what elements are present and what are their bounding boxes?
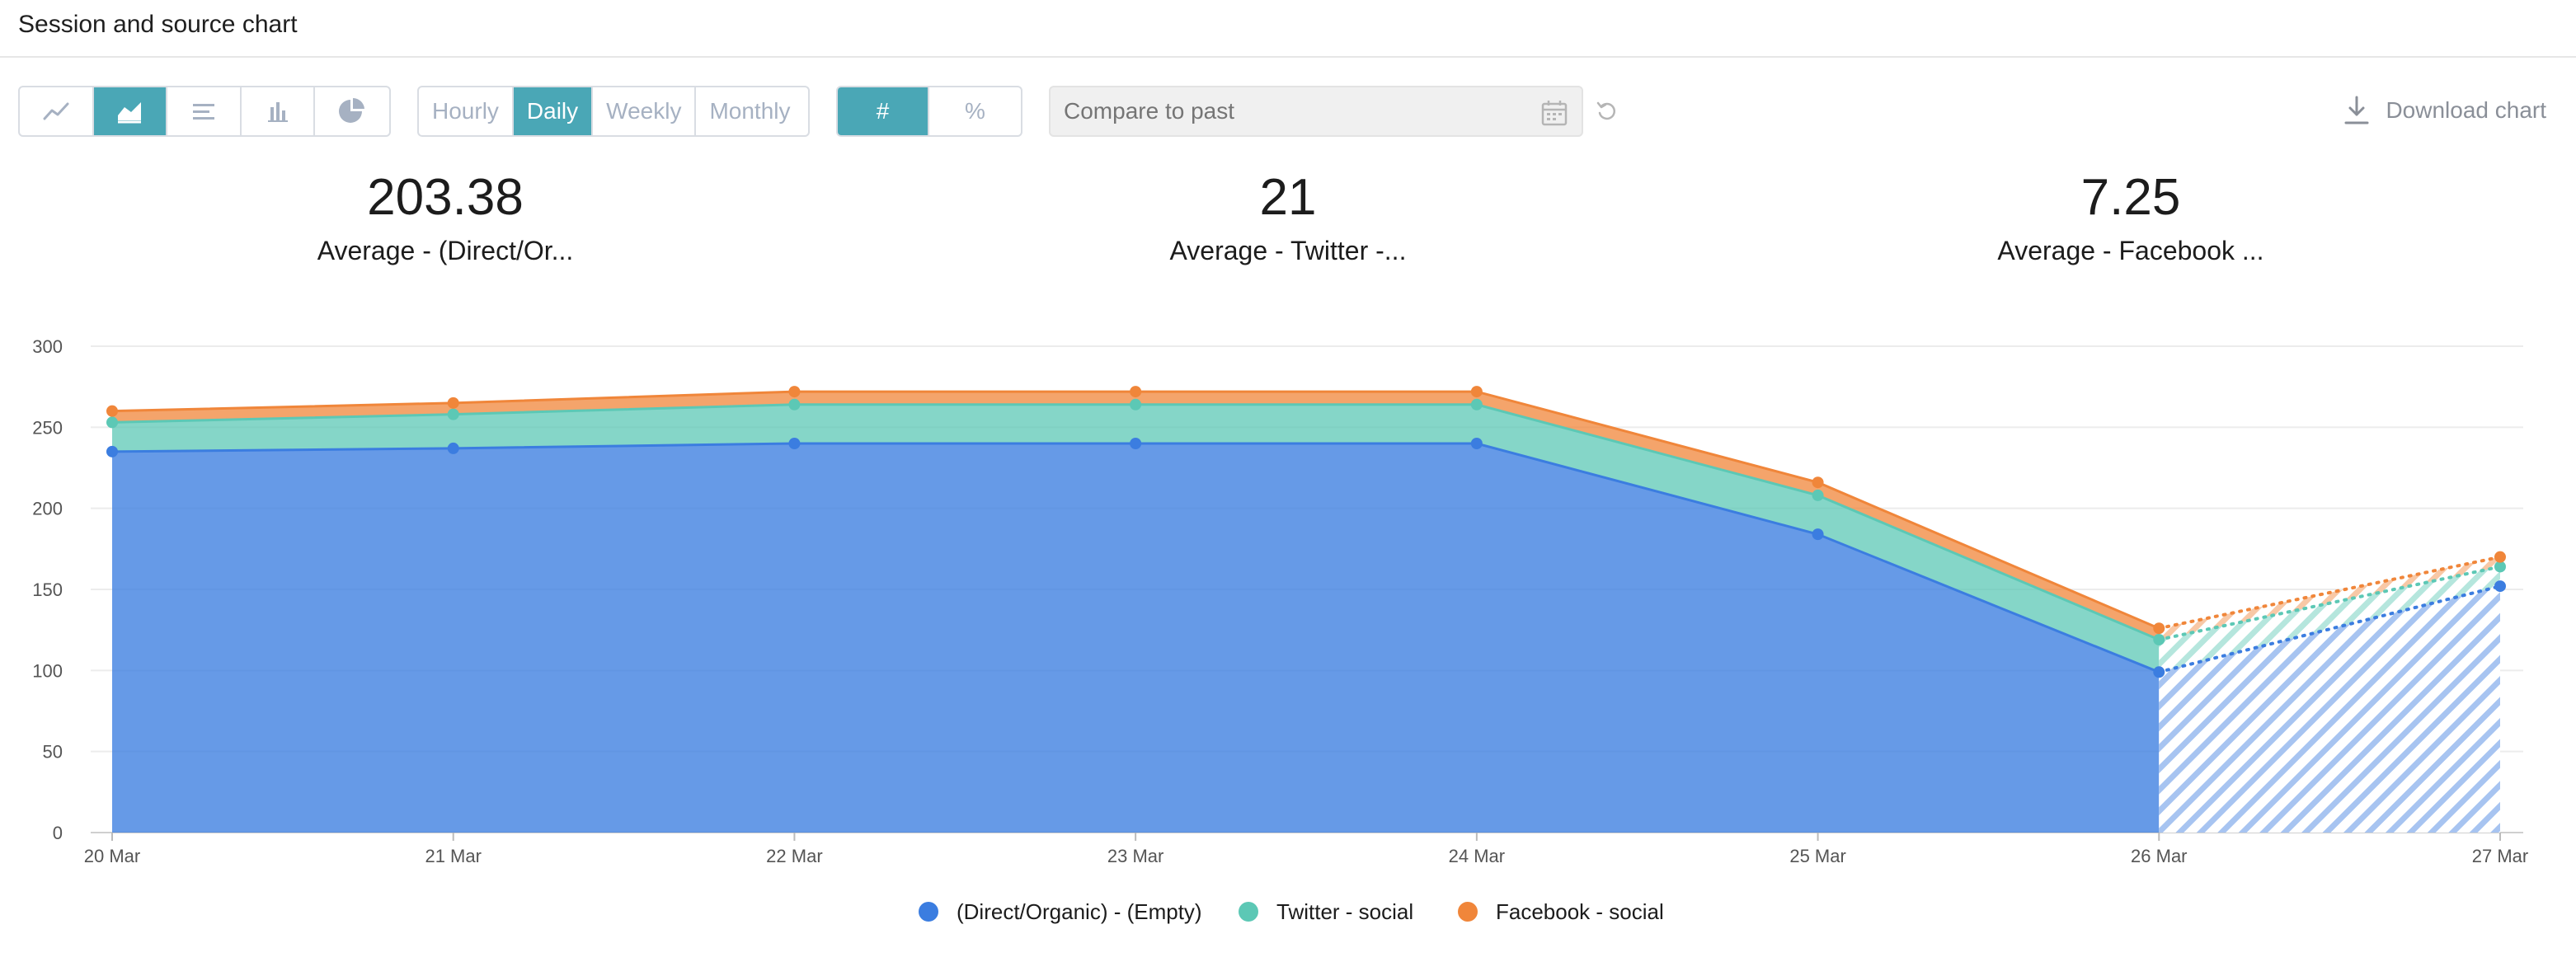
reset-icon[interactable]	[1595, 99, 1619, 124]
stat-facebook: 7.25 Average - Facebook ...	[1883, 165, 2378, 269]
y-tick-label: 0	[53, 823, 63, 843]
chart-toolbar: Hourly Daily Weekly Monthly # %	[0, 86, 2576, 137]
y-tick-label: 50	[43, 742, 63, 762]
data-point-direct	[106, 445, 118, 458]
data-point-direct	[788, 438, 801, 449]
y-tick-label: 100	[32, 660, 63, 681]
data-point-facebook	[788, 386, 801, 398]
stat-label: Average - Facebook ...	[1997, 236, 2264, 265]
legend-item-facebook[interactable]: Facebook - social	[1458, 895, 1664, 928]
data-point-twitter	[788, 398, 801, 411]
legend-swatch	[919, 902, 938, 922]
x-tick-label: 25 Mar	[1789, 846, 1845, 866]
stat-twitter: 21 Average - Twitter -...	[1041, 165, 1535, 269]
x-tick-label: 21 Mar	[425, 846, 481, 866]
series-line-partial-facebook	[2157, 555, 2502, 631]
data-point-direct	[1130, 438, 1142, 449]
data-point-direct	[1812, 528, 1824, 541]
legend-swatch	[1458, 902, 1478, 922]
chart-header: Session and source chart	[0, 0, 2576, 58]
chart-type-selector	[18, 86, 391, 137]
x-tick-label: 22 Mar	[766, 846, 822, 866]
data-point-facebook	[2153, 622, 2165, 635]
area-chart-icon	[118, 102, 142, 124]
legend-label: Facebook - social	[1496, 899, 1664, 924]
calendar-icon[interactable]	[1540, 99, 1568, 127]
y-tick-label: 150	[32, 580, 63, 600]
y-tick-label: 250	[32, 417, 63, 438]
legend-item-direct[interactable]: (Direct/Organic) - (Empty)	[919, 895, 1202, 928]
stat-value: 7.25	[2080, 169, 2181, 226]
chart-type-horizontal-bar-button[interactable]	[167, 87, 242, 135]
download-icon	[2344, 96, 2369, 124]
chart-type-pie-button[interactable]	[315, 87, 389, 135]
unit-selector: # %	[836, 86, 1022, 137]
data-point-facebook	[447, 396, 459, 409]
data-point-direct	[1470, 438, 1483, 449]
data-point-twitter	[106, 416, 118, 429]
x-tick-label: 27 Mar	[2472, 846, 2528, 866]
stat-label: Average - Twitter -...	[1169, 236, 1407, 265]
chart-type-area-button[interactable]	[93, 87, 168, 135]
data-point-facebook	[1812, 476, 1824, 489]
x-tick-label: 26 Mar	[2131, 846, 2187, 866]
series-line-partial-direct	[2157, 584, 2502, 674]
stat-value: 203.38	[367, 169, 524, 226]
area-chart: 0 50 100 150 200 250 300 20 Mar 21 Mar 22 Mar 23 M…	[32, 336, 2528, 866]
x-tick-label: 20 Mar	[84, 846, 140, 866]
area-partial-direct	[2159, 586, 2500, 833]
data-point-direct	[2494, 580, 2506, 593]
compare-to-past-field[interactable]	[1049, 86, 1583, 137]
unit-percent-button[interactable]: %	[965, 98, 985, 124]
legend-label: Twitter - social	[1276, 899, 1414, 924]
stat-value: 21	[1259, 169, 1317, 226]
period-monthly-button[interactable]: Monthly	[709, 98, 791, 124]
area-partial-facebook	[2159, 556, 2500, 640]
horizontal-bar-icon	[193, 104, 215, 120]
chart-legend: (Direct/Organic) - (Empty) Twitter - soc…	[0, 895, 2576, 928]
legend-swatch	[1239, 902, 1258, 922]
download-chart-label: Download chart	[2386, 97, 2546, 123]
y-tick-label: 200	[32, 499, 63, 519]
period-daily-button[interactable]: Daily	[513, 87, 594, 135]
area-partial-twitter	[2159, 566, 2500, 673]
unit-count-button[interactable]: #	[838, 87, 929, 135]
x-tick-label: 24 Mar	[1449, 846, 1505, 866]
period-selector: Hourly Daily Weekly Monthly	[417, 86, 810, 137]
page-title: Session and source chart	[18, 11, 298, 38]
data-point-twitter	[2153, 633, 2165, 645]
data-point-facebook	[1130, 386, 1142, 398]
legend-label: (Direct/Organic) - (Empty)	[957, 899, 1202, 924]
data-point-facebook	[1470, 386, 1483, 398]
stat-label: Average - (Direct/Or...	[317, 236, 574, 265]
bar-chart-icon	[267, 102, 288, 122]
stat-direct: 203.38 Average - (Direct/Or...	[198, 165, 693, 269]
download-chart-button[interactable]: Download chart	[2343, 91, 2546, 130]
chart-type-line-button[interactable]	[20, 87, 94, 135]
compare-input[interactable]	[1064, 87, 1525, 135]
pie-chart-icon	[339, 97, 365, 123]
series-line-partial-twitter	[2157, 565, 2502, 641]
legend-item-twitter[interactable]: Twitter - social	[1239, 895, 1413, 928]
data-point-direct	[2153, 666, 2165, 678]
data-point-facebook	[106, 405, 118, 417]
data-point-twitter	[2494, 561, 2506, 573]
data-point-facebook	[2494, 551, 2506, 563]
x-tick-label: 23 Mar	[1107, 846, 1163, 866]
data-point-twitter	[447, 408, 459, 420]
line-chart-icon	[43, 102, 69, 120]
data-point-twitter	[1130, 398, 1142, 411]
data-point-twitter	[1812, 489, 1824, 501]
y-tick-label: 300	[32, 336, 63, 357]
period-weekly-button[interactable]: Weekly	[593, 87, 697, 135]
data-point-direct	[447, 442, 459, 454]
period-hourly-button[interactable]: Hourly	[419, 87, 514, 135]
chart-type-bar-button[interactable]	[242, 87, 316, 135]
area-twitter	[112, 404, 2160, 673]
data-point-twitter	[1470, 398, 1483, 411]
area-direct	[112, 443, 2160, 833]
